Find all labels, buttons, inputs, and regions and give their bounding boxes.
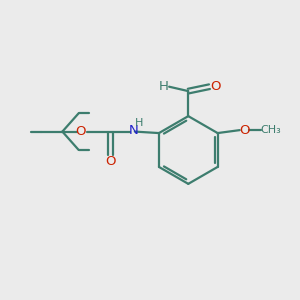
Text: O: O xyxy=(75,125,86,138)
Text: CH₃: CH₃ xyxy=(261,125,282,135)
Text: O: O xyxy=(240,124,250,136)
Text: N: N xyxy=(128,124,138,136)
Text: O: O xyxy=(210,80,220,93)
Text: H: H xyxy=(159,80,169,93)
Text: O: O xyxy=(105,154,116,167)
Text: H: H xyxy=(135,118,143,128)
